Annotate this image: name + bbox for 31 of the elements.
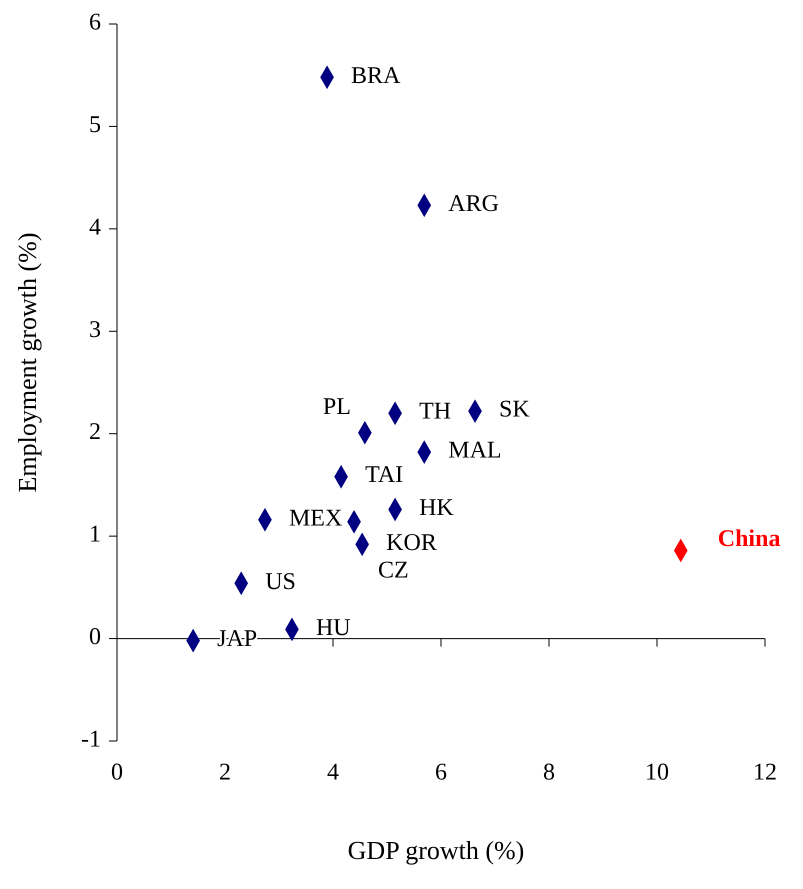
- x-tick-label: 2: [219, 760, 231, 786]
- y-tick-label: 1: [89, 522, 101, 548]
- y-tick-label: 3: [89, 316, 101, 343]
- y-tick-label: 4: [89, 214, 101, 240]
- annotation: ARG: [448, 190, 499, 217]
- annotation: TAI: [365, 462, 404, 488]
- x-tick-label: 10: [645, 760, 669, 786]
- x-tick-label: 8: [543, 760, 555, 786]
- y-axis-title: Employment growth (%): [12, 232, 42, 492]
- annotation: SK: [499, 396, 530, 423]
- x-tick-label: 6: [435, 760, 447, 786]
- annotation: TH: [419, 398, 452, 425]
- annotation: MEX: [288, 505, 342, 532]
- x-tick-label: 0: [111, 760, 123, 786]
- y-tick-label: 6: [89, 10, 101, 36]
- annotation: CZ: [378, 557, 409, 584]
- series-label: China: [718, 526, 780, 552]
- annotation: MAL: [448, 438, 502, 464]
- annotation: HK: [419, 495, 454, 522]
- y-tick-label: 5: [89, 112, 101, 138]
- annotation: BRA: [351, 62, 402, 89]
- annotation: HU: [316, 614, 351, 641]
- x-axis-title: GDP growth (%): [348, 836, 524, 865]
- annotation: PL: [322, 394, 351, 420]
- y-tick-label: -1: [81, 726, 101, 753]
- annotation: US: [265, 568, 296, 595]
- y-tick-label: 2: [89, 419, 101, 446]
- x-tick-label: 12: [753, 760, 777, 786]
- annotation: KOR: [386, 530, 437, 556]
- x-tick-label: 4: [327, 760, 339, 786]
- y-tick-label: 0: [89, 624, 101, 650]
